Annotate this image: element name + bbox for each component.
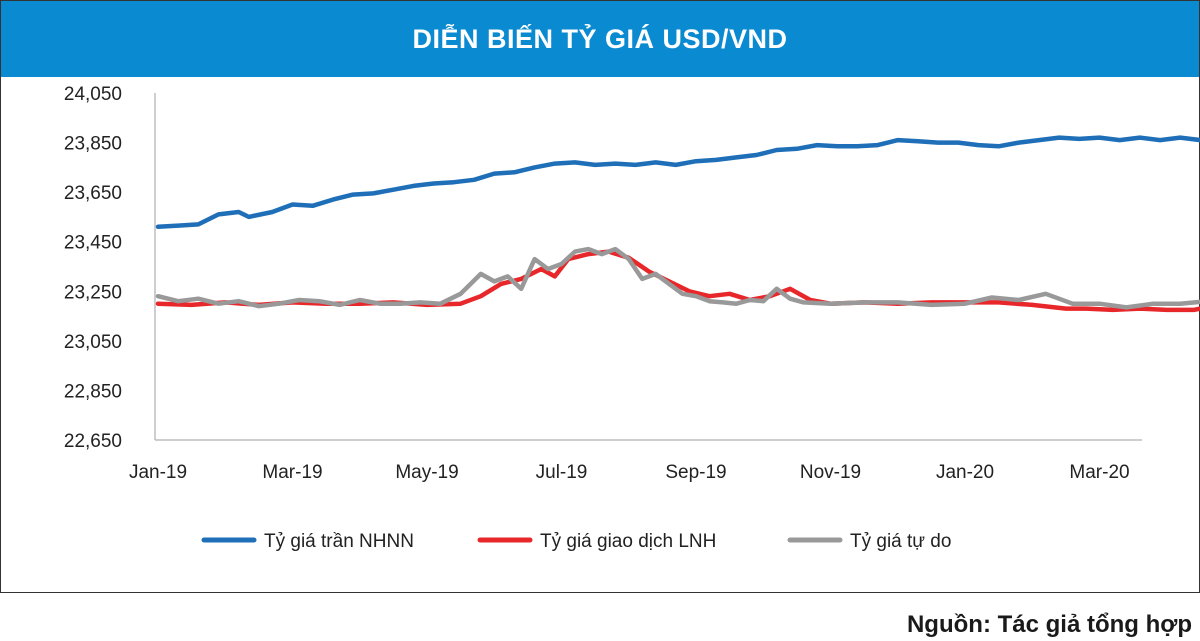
legend-label-1: Tỷ giá trần NHNN	[264, 531, 414, 552]
y-tick-label: 22,850	[64, 381, 122, 402]
y-tick-label: 23,850	[64, 134, 122, 155]
axes	[154, 93, 1142, 441]
y-tick-label: 24,050	[64, 84, 122, 105]
y-tick-label: 23,250	[64, 282, 122, 303]
series-line-1	[155, 135, 1200, 230]
x-tick-label: Mar-19	[262, 462, 322, 483]
y-tick-label: 23,450	[64, 233, 122, 254]
x-tick-label: Jan-19	[129, 462, 187, 483]
y-tick-label: 23,050	[64, 332, 122, 353]
y-axis-ticks: 24,050 23,850 23,650 23,450 23,250 23,050 22,8…	[64, 84, 122, 452]
chart-title: DIỄN BIẾN TỶ GIÁ USD/VND	[1, 1, 1199, 77]
x-tick-label: Jan-20	[936, 462, 994, 483]
series-layer	[155, 135, 1200, 313]
x-tick-label: Nov-19	[800, 462, 861, 483]
source-note: Nguồn: Tác giả tổng hợp	[906, 611, 1192, 638]
series-line-3	[155, 246, 1200, 310]
x-tick-label: May-19	[395, 462, 458, 483]
x-tick-label: Jul-19	[536, 462, 588, 483]
legend-label-3: Tỷ giá tự do	[850, 531, 951, 552]
y-tick-label: 22,650	[64, 431, 122, 452]
y-tick-label: 23,650	[64, 183, 122, 204]
x-axis-ticks: Jan-19 Mar-19 May-19 Jul-19 Sep-19 Nov-19 Jan-…	[129, 462, 1130, 483]
legend: Tỷ giá trần NHNN Tỷ giá giao dịch LNH Tỷ g…	[201, 531, 951, 552]
legend-label-2: Tỷ giá giao dịch LNH	[540, 531, 716, 552]
x-tick-label: Mar-20	[1069, 462, 1129, 483]
x-tick-label: Sep-19	[665, 462, 726, 483]
